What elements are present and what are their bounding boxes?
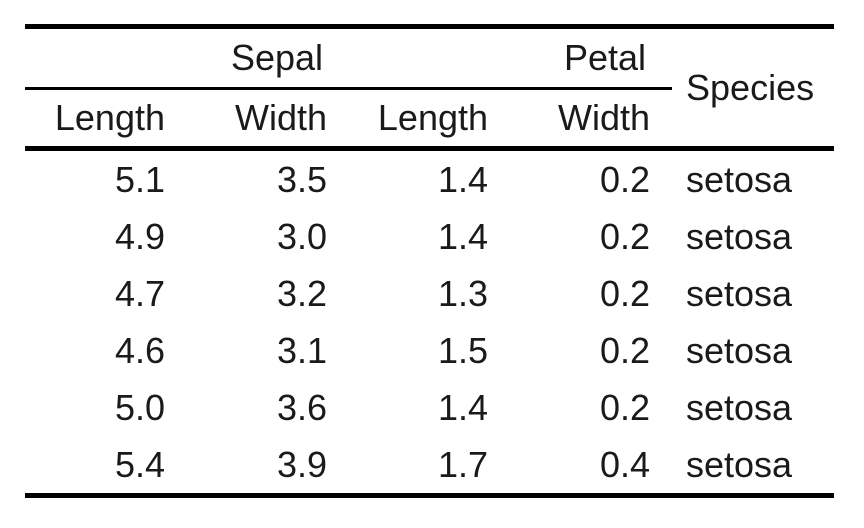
cell-sepal-length: 4.9 [114,215,165,257]
cell-species: setosa [686,272,793,314]
cell-sepal-length: 4.6 [114,329,165,371]
cell-petal-length: 1.4 [437,215,489,257]
cell-petal-length: 1.4 [437,386,489,428]
cell-sepal-width: 3.6 [276,386,328,428]
cell-species: setosa [686,386,793,428]
iris-data-table: Sepal Petal Species Length Width Length … [25,24,835,498]
cell-petal-width: 0.4 [599,443,651,485]
cell-sepal-length: 5.1 [114,158,165,200]
cell-petal-length: 1.4 [437,158,489,200]
column-header-petal-width: Width [510,88,673,151]
cell-petal-width: 0.2 [599,272,651,314]
cell-petal-width: 0.2 [599,215,651,257]
header-sub-row: Length Width Length Width [25,88,834,151]
column-group-sepal: Sepal [25,26,350,90]
column-header-petal-length: Length [349,88,511,151]
table-row: 5.1 3.5 1.4 0.2 setosa [25,149,834,209]
cell-sepal-width: 3.9 [276,443,328,485]
column-header-species: Species [672,26,835,151]
cell-sepal-length: 5.0 [114,386,165,428]
table-row: 5.0 3.6 1.4 0.2 setosa [25,379,834,436]
cell-petal-length: 1.7 [437,443,489,485]
cell-species: setosa [686,215,793,257]
cell-sepal-length: 4.7 [114,272,165,314]
column-group-petal: Petal [349,26,673,90]
table-row: 4.9 3.0 1.4 0.2 setosa [25,208,834,265]
cell-species: setosa [686,158,793,200]
table-row: 4.6 3.1 1.5 0.2 setosa [25,322,834,379]
cell-species: setosa [686,443,793,485]
cell-petal-length: 1.5 [437,329,489,371]
cell-petal-width: 0.2 [599,386,651,428]
header-spanner-row: Sepal Petal Species [25,26,835,151]
cell-sepal-width: 3.1 [276,329,328,371]
table-row: 5.4 3.9 1.7 0.4 setosa [25,436,834,496]
cell-petal-width: 0.2 [599,329,651,371]
cell-petal-width: 0.2 [599,158,651,200]
cell-species: setosa [686,329,793,371]
table-row: 4.7 3.2 1.3 0.2 setosa [25,265,834,322]
column-header-sepal-width: Width [187,88,350,151]
cell-sepal-width: 3.0 [276,215,328,257]
cell-sepal-width: 3.2 [276,272,328,314]
cell-petal-length: 1.3 [437,272,489,314]
column-header-sepal-length: Length [25,88,187,151]
cell-sepal-length: 5.4 [114,443,165,485]
cell-sepal-width: 3.5 [276,158,328,200]
